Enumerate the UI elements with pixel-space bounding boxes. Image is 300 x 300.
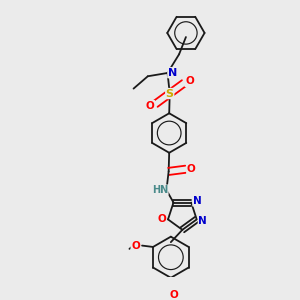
Text: S: S — [166, 88, 174, 98]
Text: O: O — [185, 76, 194, 86]
Text: O: O — [187, 164, 196, 174]
Text: N: N — [168, 68, 177, 78]
Text: N: N — [193, 196, 202, 206]
Text: O: O — [131, 241, 140, 250]
Text: O: O — [146, 100, 154, 111]
Text: O: O — [158, 214, 166, 224]
Text: N: N — [198, 216, 207, 226]
Text: O: O — [169, 290, 178, 300]
Text: HN: HN — [152, 185, 168, 195]
